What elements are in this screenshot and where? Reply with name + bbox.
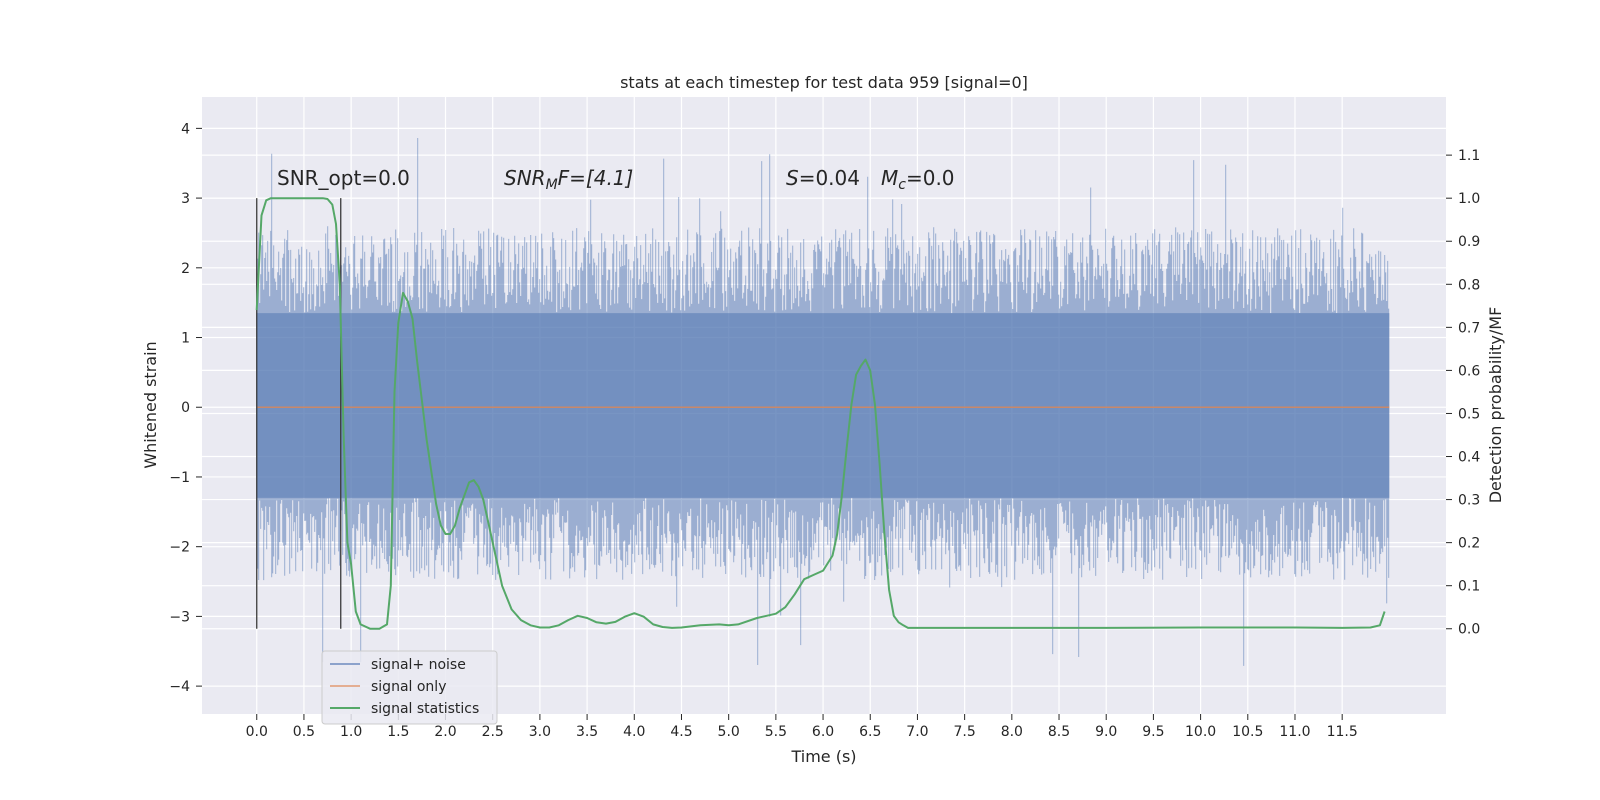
x-tick-label: 3.0 <box>529 724 551 740</box>
snr-opt-annotation: SNR_opt=0.0 <box>277 166 410 190</box>
x-tick-label: 4.0 <box>623 724 645 740</box>
mc-sub: c <box>898 177 906 193</box>
mc-annotation: Mc=0.0 <box>881 166 955 193</box>
y2-tick-label: 0.7 <box>1458 320 1480 336</box>
legend-box <box>321 650 498 725</box>
legend: signal+ noise signal only signal statist… <box>321 650 498 725</box>
y2-tick-label: 0.8 <box>1458 277 1480 293</box>
marker-layer <box>256 198 342 629</box>
y2-tick-label: 0.2 <box>1458 536 1480 552</box>
snr-mf-rest: F=[4.1] <box>558 166 634 190</box>
y-tick-label: 4 <box>181 121 190 137</box>
mc-var: M <box>881 166 898 190</box>
s-rest: =0.04 <box>799 166 860 190</box>
stat-layer <box>255 197 1386 630</box>
y-tick-label: 0 <box>181 400 190 416</box>
y-tick-label: −3 <box>169 609 190 625</box>
x-tick-label: 0.5 <box>293 724 315 740</box>
snr-mf-sub: M <box>546 177 558 193</box>
y2-tick-label: 0.5 <box>1458 406 1480 422</box>
y2-tick-label: 1.0 <box>1458 191 1480 207</box>
x-tick-label: 10.0 <box>1185 724 1216 740</box>
x-tick-label: 2.0 <box>434 724 456 740</box>
legend-label-signal-only: signal only <box>371 679 446 695</box>
legend-label-signal-statistics: signal statistics <box>371 701 479 717</box>
x-tick-label: 0.0 <box>246 724 268 740</box>
y2-tick-label: 0.6 <box>1458 363 1480 379</box>
x-tick-label: 4.5 <box>670 724 692 740</box>
x-tick-label: 6.5 <box>859 724 881 740</box>
x-tick-label: 8.0 <box>1001 724 1023 740</box>
legend-label-signal-noise: signal+ noise <box>371 657 466 673</box>
y-tick-label: −4 <box>169 679 190 695</box>
x-tick-label: 9.0 <box>1095 724 1117 740</box>
x-axis-label: Time (s) <box>790 747 856 766</box>
tick-layer: 0.0 0.5 1.0 1.5 2.0 2.5 3.0 3.5 4.0 4.5 5.0 5.5 6.0 6… <box>169 121 1480 740</box>
chart-title: stats at each timestep for test data 959… <box>620 73 1028 92</box>
s-var: S <box>786 166 799 190</box>
y-tick-label: 1 <box>181 331 190 347</box>
snr-mf-annotation: SNRMF=[4.1] <box>504 166 633 193</box>
x-tick-label: 5.0 <box>718 724 740 740</box>
x-tick-label: 5.5 <box>765 724 787 740</box>
y2-tick-label: 0.4 <box>1458 450 1480 466</box>
y2-tick-label: 0.1 <box>1458 579 1480 595</box>
x-tick-label: 1.5 <box>387 724 409 740</box>
x-tick-label: 6.0 <box>812 724 834 740</box>
y2-tick-label: 0.0 <box>1458 622 1480 638</box>
signal-statistics-line <box>255 197 1386 630</box>
y-tick-label: −2 <box>169 540 190 556</box>
noise-layer <box>256 138 1390 666</box>
x-tick-label: 2.5 <box>482 724 504 740</box>
y2-tick-label: 0.9 <box>1458 234 1480 250</box>
snr-mf-var: SNR <box>504 166 546 190</box>
x-tick-label: 11.5 <box>1327 724 1358 740</box>
y2-tick-label: 0.3 <box>1458 493 1480 509</box>
x-tick-label: 7.0 <box>906 724 928 740</box>
y-tick-label: 2 <box>181 261 190 277</box>
y-tick-label: −1 <box>169 470 190 486</box>
x-tick-label: 3.5 <box>576 724 598 740</box>
y2-axis-label: Detection probability/MF <box>1486 307 1505 504</box>
y-tick-label: 3 <box>181 191 190 207</box>
x-tick-label: 11.0 <box>1279 724 1310 740</box>
x-tick-label: 7.5 <box>954 724 976 740</box>
x-tick-label: 1.0 <box>340 724 362 740</box>
y2-tick-label: 1.1 <box>1458 148 1480 164</box>
x-tick-label: 9.5 <box>1142 724 1164 740</box>
y-axis-label: Whitened strain <box>141 341 160 468</box>
x-tick-label: 10.5 <box>1232 724 1263 740</box>
s-annotation: S=0.04 <box>786 166 860 190</box>
mc-rest: =0.0 <box>906 166 955 190</box>
x-tick-label: 8.5 <box>1048 724 1070 740</box>
